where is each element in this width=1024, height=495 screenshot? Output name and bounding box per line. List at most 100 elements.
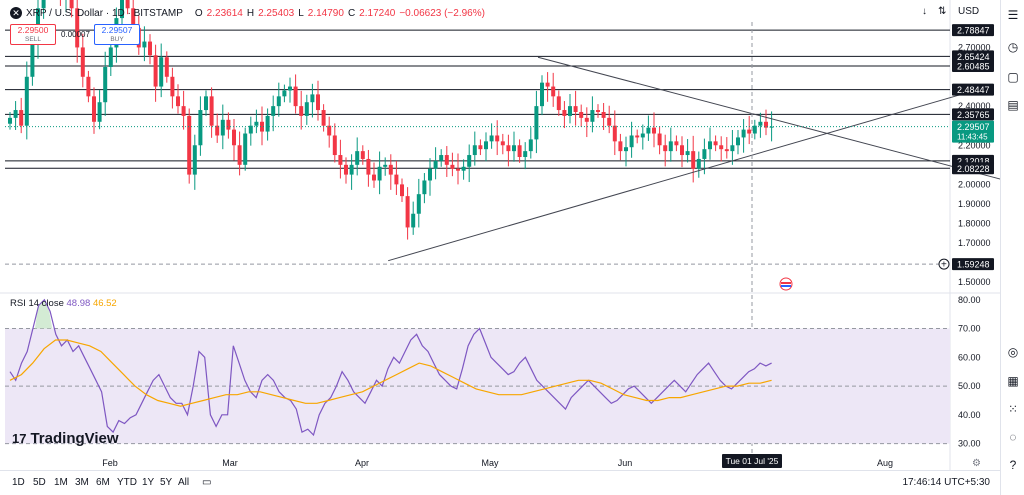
- sell-label: SELL: [25, 36, 41, 43]
- ohlc-open-label: O: [194, 7, 203, 19]
- candle-body: [254, 121, 259, 126]
- candle-body: [299, 106, 304, 116]
- candle-body: [758, 121, 763, 126]
- candle-body: [411, 213, 416, 228]
- candle-body: [349, 164, 354, 175]
- timeframe-1d[interactable]: 1D: [12, 477, 25, 488]
- arrows-icon[interactable]: ⇅: [938, 6, 947, 17]
- x-axis-label: Jun: [618, 458, 633, 468]
- sell-button[interactable]: 2.29500 SELL: [10, 24, 56, 45]
- buy-button[interactable]: 2.29507 BUY: [94, 24, 140, 45]
- candle-body: [75, 8, 80, 48]
- candle-body: [181, 106, 186, 116]
- candle-body: [730, 145, 735, 152]
- candle-body: [646, 127, 651, 134]
- candle-body: [243, 133, 248, 165]
- buy-price: 2.29507: [101, 25, 133, 35]
- candle-body: [478, 145, 483, 150]
- chat-icon[interactable]: ▢: [1007, 70, 1019, 84]
- candle-body: [624, 147, 628, 152]
- level-label: 2.78847: [957, 26, 990, 36]
- y-tick-label: 2.20000: [958, 140, 991, 150]
- candle-body: [444, 155, 449, 165]
- candle-countdown: 11:43:45: [957, 133, 988, 142]
- current-price-label: 2.29507: [957, 122, 990, 132]
- timeframe-all[interactable]: All: [178, 477, 190, 488]
- timeframe-6m[interactable]: 6M: [96, 477, 110, 488]
- candle-body: [41, 0, 46, 9]
- flag-stripe: [781, 282, 791, 284]
- candle-body: [69, 0, 74, 9]
- calendar-icon[interactable]: ▦: [1007, 374, 1019, 388]
- candle-body: [568, 106, 572, 116]
- currency-select[interactable]: USD: [958, 6, 980, 17]
- target-icon[interactable]: ◎: [1007, 345, 1019, 359]
- level-label-box: [952, 24, 994, 37]
- y-tick-label: 2.40000: [958, 101, 991, 111]
- level-label: 2.08228: [957, 164, 990, 174]
- candle-body: [629, 135, 634, 148]
- candle-body: [153, 55, 158, 87]
- timeframe-1y[interactable]: 1Y: [142, 477, 155, 488]
- ohlc-change: −0.06623 (−2.96%): [399, 7, 485, 19]
- notification-icon[interactable]: ◌: [1009, 430, 1017, 444]
- candle-body: [400, 184, 404, 197]
- timeframe-3m[interactable]: 3M: [75, 477, 89, 488]
- candle-body: [696, 158, 701, 169]
- candle-body: [19, 110, 24, 126]
- candle-body: [618, 141, 623, 152]
- level-label-box: [952, 108, 994, 121]
- candle-body: [383, 164, 388, 167]
- apps-icon[interactable]: ⁙: [1007, 402, 1019, 416]
- level-label: 2.12018: [957, 156, 990, 166]
- candle-body: [635, 135, 640, 138]
- watchlist-icon[interactable]: ☰: [1007, 8, 1019, 22]
- x-icon: ✕: [10, 7, 22, 19]
- level-label-box: [952, 50, 994, 63]
- candle-body: [450, 164, 455, 169]
- symbol-title[interactable]: XRP / U.S. Dollar · 1D · BITSTAMP: [26, 7, 183, 19]
- candle-body: [248, 125, 253, 134]
- candle-body: [215, 125, 220, 136]
- candle-body: [24, 76, 29, 126]
- candle-body: [657, 133, 662, 146]
- bottom-toolbar: 1D 5D 1M 3M 6M YTD 1Y 5Y All ▭ 17:46:14 …: [0, 470, 1000, 495]
- rsi-ma-line: [9, 339, 772, 407]
- arrow-down-icon[interactable]: ↓: [922, 6, 927, 17]
- candle-body: [176, 96, 180, 107]
- ohlc-close-label: C: [347, 7, 356, 19]
- candle-body: [344, 164, 348, 175]
- right-toolbar: ☰ ◷ ▢ ▤ ◎ ▦ ⁙ ◌ ?: [1000, 0, 1024, 495]
- candle-body: [327, 125, 332, 136]
- rsi-y-tick-label: 50.00: [958, 381, 981, 391]
- candle-body: [80, 47, 85, 77]
- timeframe-1m[interactable]: 1M: [54, 477, 68, 488]
- timeframe-ytd[interactable]: YTD: [117, 477, 137, 488]
- candle-body: [30, 43, 35, 77]
- candle-body: [534, 106, 539, 140]
- timeframe-5y[interactable]: 5Y: [160, 477, 173, 488]
- candle-body: [265, 115, 270, 132]
- candle-body: [601, 112, 606, 118]
- candle-body: [276, 96, 281, 107]
- alert-clock-icon[interactable]: ◷: [1007, 40, 1019, 54]
- chart-legend: ✕ XRP / U.S. Dollar · 1D · BITSTAMP O 2.2…: [10, 7, 485, 19]
- help-icon[interactable]: ?: [1009, 458, 1017, 472]
- candle-body: [467, 155, 472, 167]
- candle-body: [204, 96, 208, 111]
- date-range-icon[interactable]: ▭: [202, 477, 212, 488]
- candle-body: [506, 145, 511, 152]
- candle-body: [668, 141, 673, 152]
- ohlc-low-label: L: [298, 7, 304, 19]
- rsi-line: [9, 298, 772, 437]
- candle-body: [388, 164, 393, 175]
- messages-icon[interactable]: ▤: [1007, 98, 1019, 112]
- y-tick-label: 1.50000: [958, 277, 991, 287]
- candle-body: [724, 149, 729, 152]
- clock: 17:46:14 UTC+5:30: [902, 477, 990, 488]
- candle-body: [192, 145, 197, 175]
- timeframe-5d[interactable]: 5D: [33, 477, 46, 488]
- candle-body: [702, 149, 707, 159]
- candle-body: [439, 155, 444, 161]
